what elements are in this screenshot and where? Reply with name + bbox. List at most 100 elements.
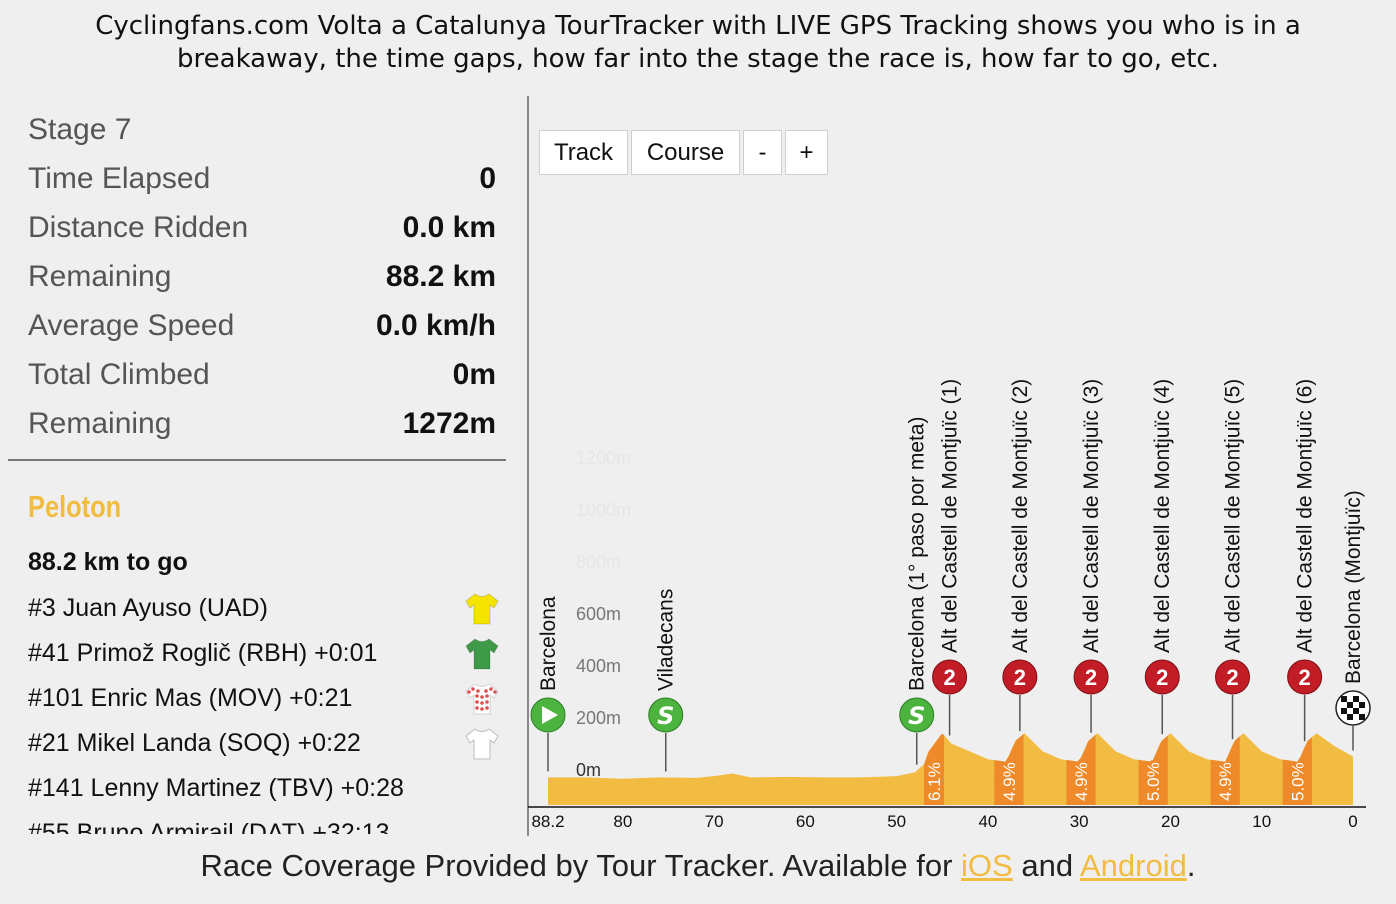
marker-label: Viladecans [655,589,678,691]
rider-row[interactable]: #3 Juan Ayuso (UAD) [28,586,508,631]
finish-checker-square [1347,714,1353,720]
finish-checker-square [1347,702,1353,708]
header-line-2: breakaway, the time gaps, how far into t… [177,44,1219,74]
finish-checker-square [1353,696,1359,702]
kom-category: 2 [1156,665,1168,690]
footer-text-and: and [1012,848,1080,883]
stat-row-average-speed: Average Speed 0.0 km/h [28,303,496,349]
x-axis-tick-label: 30 [1070,812,1089,831]
kom-category: 2 [1226,665,1238,690]
kom-climb-icon [932,659,968,695]
footer-text-end: . [1186,848,1196,883]
kom-climb-icon [1287,659,1323,695]
kom-category: 2 [1014,665,1026,690]
android-link[interactable]: Android [1079,848,1187,883]
y-axis-tick-label: 0m [576,760,601,780]
zoom-in-button[interactable]: + [785,130,828,175]
x-axis-tick-label: 70 [705,812,724,831]
rider-row[interactable]: #101 Enric Mas (MOV) +0:21 [28,676,508,721]
group-distance-to-go: 88.2 km to go [28,548,188,576]
climb-gradient-label: 4.9% [1216,762,1235,801]
rider-name: #21 Mikel Landa (SOQ) +0:22 [28,729,361,757]
x-axis-tick-label: 10 [1252,812,1271,831]
stat-value: 88.2 km [385,260,496,293]
sprint-icon [899,697,935,733]
marker-label: Alt del Castell de Montjuïc (1) [939,379,962,653]
stat-label: Average Speed [28,309,235,342]
climb-gradient-label: 5.0% [1288,762,1307,801]
y-axis-tick-label: 600m [576,604,621,624]
climb-segment [994,734,1024,805]
climb-segment [1210,736,1240,805]
panel-divider [527,96,529,836]
finish-checker-square [1359,714,1365,720]
stat-label: Total Climbed [28,358,210,391]
marker-label: Barcelona (1° paso por meta) [906,416,929,691]
finish-checker-square [1359,702,1365,708]
stat-label: Time Elapsed [28,162,211,195]
climb-segment [1282,737,1312,805]
stat-value: 0 [479,162,496,195]
stage-row: Stage 7 [28,107,496,153]
track-button[interactable]: Track [539,130,628,175]
sprint-letter: S [908,702,925,730]
stat-row-remaining-distance: Remaining 88.2 km [28,254,496,300]
y-axis-tick-label: 1200m [576,448,631,468]
climb-segment [1066,734,1096,805]
x-axis-tick-label: 88.2 [531,812,564,831]
climb-segment [924,734,945,805]
climb-gradient-label: 4.9% [1000,762,1019,801]
stat-label: Distance Ridden [28,211,249,244]
stats-panel: Stage 7 Time Elapsed 0 Distance Ridden 0… [0,96,518,836]
stat-value: 0m [452,358,496,391]
x-axis-tick-label: 80 [613,812,632,831]
stage-label: Stage 7 [28,113,132,146]
y-axis-tick-label: 400m [576,656,621,676]
marker-label: Barcelona [537,596,560,691]
x-axis-tick-label: 60 [796,812,815,831]
kom-category: 2 [1085,665,1097,690]
finish-checker-square [1341,696,1347,702]
climb-segment [1138,735,1168,805]
y-axis-tick-label: 1000m [576,500,631,520]
marker-label: Alt del Castell de Montjuïc (6) [1294,379,1317,653]
chart-controls: Track Course - + [539,130,828,175]
stat-row-remaining-climb: Remaining 1272m [28,401,496,447]
stat-row-time-elapsed: Time Elapsed 0 [28,156,496,202]
rider-row[interactable]: #21 Mikel Landa (SOQ) +0:22 [28,721,508,766]
marker-label: Alt del Castell de Montjuïc (4) [1151,379,1174,653]
ios-link[interactable]: iOS [961,848,1013,883]
kom-category: 2 [943,665,955,690]
rider-row[interactable]: #41 Primož Roglič (RBH) +0:01 [28,631,508,676]
green-jersey-icon [465,638,499,670]
start-play-triangle [542,706,558,724]
footer-text: Race Coverage Provided by Tour Tracker. … [200,848,962,883]
marker-label: Alt del Castell de Montjuïc (2) [1009,379,1032,653]
marker-label: Alt del Castell de Montjuïc (5) [1222,379,1245,653]
zoom-out-button[interactable]: - [743,130,782,175]
rider-list[interactable]: #3 Juan Ayuso (UAD) #41 Primož Roglič (RB… [28,586,508,834]
finish-checker-square [1341,708,1347,714]
stat-value: 0.0 km/h [375,309,496,342]
rider-name: #41 Primož Roglič (RBH) +0:01 [28,639,378,667]
climb-gradient-label: 4.9% [1072,762,1091,801]
course-button[interactable]: Course [631,130,740,175]
kom-climb-icon [1002,659,1038,695]
kom-climb-icon [1215,659,1251,695]
rider-name: #55 Bruno Armirail (DAT) +32:13 [28,819,390,834]
rider-row[interactable]: #55 Bruno Armirail (DAT) +32:13 [28,811,508,834]
rider-name: #3 Juan Ayuso (UAD) [28,594,268,622]
x-axis-tick-label: 0 [1348,812,1357,831]
sprint-letter: S [657,702,674,730]
rider-row[interactable]: #141 Lenny Martinez (TBV) +0:28 [28,766,508,811]
finish-checker-square [1353,708,1359,714]
header-line-1: Cyclingfans.com Volta a Catalunya TourTr… [95,11,1301,41]
y-axis-tick-label: 800m [576,552,621,572]
kom-category: 2 [1299,665,1311,690]
yellow-jersey-icon [465,593,499,625]
kom-climb-icon [1144,659,1180,695]
elevation-profile-chart: 0m 200m 400m 600m 800m 1000m 1200m 6.1% 4.9% 4.9%… [528,379,1371,831]
marker-label: Barcelona (Montjuïc) [1342,490,1365,684]
sprint-icon [648,697,684,733]
stat-value: 0.0 km [402,211,496,244]
